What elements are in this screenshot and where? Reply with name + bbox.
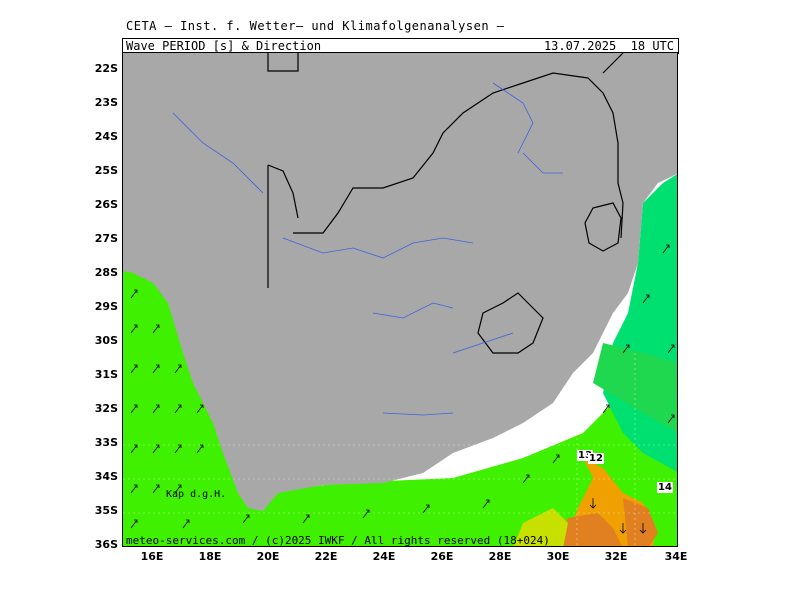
- lon-label: 20E: [256, 550, 280, 563]
- contour-label: 12: [588, 453, 604, 464]
- wave-map: [122, 52, 678, 547]
- land-southern-africa: [123, 53, 677, 511]
- contour-label: 13: [577, 450, 593, 461]
- map-canvas: [123, 53, 677, 546]
- lat-label: 26S: [94, 198, 118, 211]
- lon-label: 30E: [546, 550, 570, 563]
- place-label-cape: Kap d.g.H.: [166, 489, 227, 500]
- title-bar: Wave_PERIOD_[s]_&_Direction 13.07.2025 1…: [122, 38, 679, 54]
- wave-field-short: [123, 176, 677, 546]
- lat-label: 34S: [94, 470, 118, 483]
- rivers: [172, 82, 563, 416]
- lon-label: 16E: [140, 550, 164, 563]
- lat-label: 29S: [94, 300, 118, 313]
- lon-label: 28E: [488, 550, 512, 563]
- lon-label: 26E: [430, 550, 454, 563]
- lat-label: 22S: [94, 62, 118, 75]
- direction-arrows: [130, 244, 675, 534]
- lon-label: 22E: [314, 550, 338, 563]
- copyright-notice: meteo-services.com / (c)2025 IWKF / All …: [126, 534, 550, 547]
- map-title: Wave_PERIOD_[s]_&_Direction: [126, 39, 322, 53]
- lat-label: 27S: [94, 232, 118, 245]
- lat-label: 28S: [94, 266, 118, 279]
- lat-label: 24S: [94, 130, 118, 143]
- institute-header: CETA — Inst. f. Wetter– und Klimafolgena…: [126, 19, 505, 33]
- lat-label: 33S: [94, 436, 118, 449]
- lat-label: 31S: [94, 368, 118, 381]
- lat-label: 25S: [94, 164, 118, 177]
- lat-label: 30S: [94, 334, 118, 347]
- lat-label: 36S: [94, 538, 118, 551]
- lat-label: 35S: [94, 504, 118, 517]
- lon-label: 24E: [372, 550, 396, 563]
- lon-label: 32E: [604, 550, 628, 563]
- contour-label: 14: [657, 482, 673, 493]
- lat-label: 32S: [94, 402, 118, 415]
- border-lines: [267, 53, 624, 354]
- map-timestamp: 13.07.2025 18 UTC: [543, 39, 674, 53]
- lon-label: 18E: [198, 550, 222, 563]
- lon-label: 34E: [664, 550, 688, 563]
- lat-label: 23S: [94, 96, 118, 109]
